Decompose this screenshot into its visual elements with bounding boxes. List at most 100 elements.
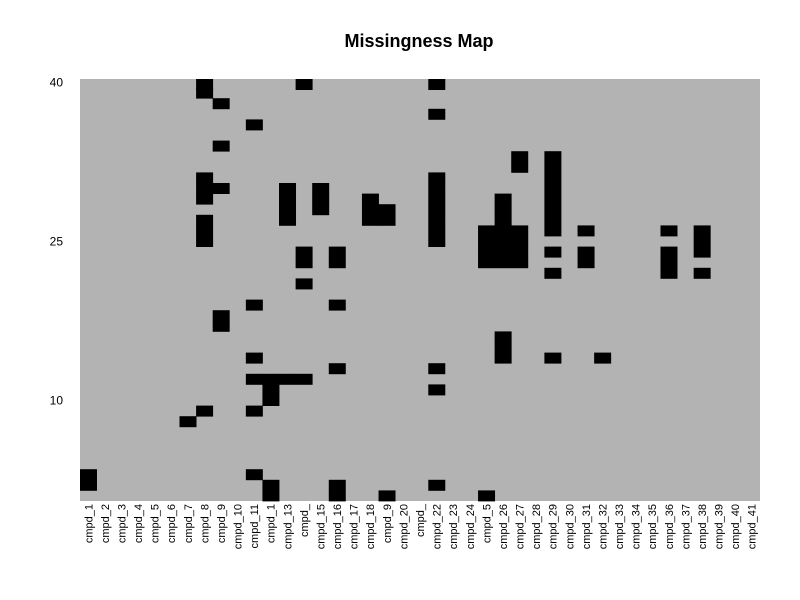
missing-cell: [212, 320, 230, 332]
missing-cell: [544, 214, 562, 226]
missing-cell: [511, 257, 529, 269]
x-tick-label: cmpd_1: [266, 504, 278, 543]
missing-cell: [295, 373, 313, 385]
missing-cell: [511, 151, 529, 163]
missing-cell: [544, 151, 562, 163]
missing-cell: [544, 161, 562, 173]
x-tick-label: cmpd_16: [332, 504, 344, 549]
missing-cell: [544, 193, 562, 205]
x-tick-label: cmpd_22: [432, 504, 444, 549]
x-tick-label: cmpd_36: [664, 504, 676, 549]
x-tick-label: cmpd_5: [481, 504, 493, 543]
missing-cell: [80, 479, 97, 491]
missing-cell: [295, 246, 313, 258]
missing-cell: [80, 469, 97, 481]
missing-cell: [428, 183, 446, 194]
x-tick-label: cmpd_13: [282, 504, 294, 549]
x-tick-label: cmpd_3: [116, 504, 128, 543]
missing-cell: [212, 140, 230, 152]
missing-cell: [295, 257, 313, 269]
missing-cell: [494, 352, 512, 364]
missing-cell: [544, 172, 562, 184]
missing-cell: [378, 204, 396, 216]
missing-cell: [328, 479, 346, 491]
missing-cell: [378, 214, 396, 226]
missing-cell: [494, 342, 512, 353]
missing-cell: [544, 352, 562, 364]
missing-cell: [212, 183, 230, 194]
x-tick-label: cmpd_34: [631, 504, 643, 549]
x-tick-label: cmpd_23: [448, 504, 460, 549]
missing-cell: [511, 161, 529, 173]
missing-cell: [262, 479, 280, 491]
missing-cell: [494, 214, 512, 226]
missing-cell: [245, 352, 263, 364]
x-tick-labels: cmpd_1 cmpd_2 cmpd_3 cmpd_4 cmpd_5 cmpd_6 cmpd…: [83, 503, 758, 549]
x-tick-label: cmpd_7: [183, 504, 195, 543]
x-tick-label: cmpd_37: [680, 504, 692, 549]
missing-cell: [279, 183, 297, 194]
x-tick-label: cmpd_38: [697, 504, 709, 549]
chart-title: Missingness Map: [344, 31, 493, 51]
missing-cell: [245, 405, 263, 417]
x-tick-label: cmpd_9: [216, 504, 228, 543]
missing-cell: [511, 246, 529, 258]
x-tick-label: cmpd_40: [730, 504, 742, 549]
missing-cell: [428, 108, 446, 120]
missing-cell: [262, 395, 280, 406]
x-tick-label: cmpd_29: [548, 504, 560, 549]
missing-cell: [693, 236, 711, 247]
missing-cell: [660, 225, 678, 237]
missing-cell: [577, 225, 595, 237]
missing-cell: [577, 246, 595, 258]
missing-cell: [196, 87, 214, 99]
missing-cell: [196, 405, 214, 417]
y-tick-label: 40: [50, 75, 64, 89]
missing-cell: [196, 193, 214, 205]
x-tick-label: cmpd_4: [133, 504, 145, 543]
x-tick-label: cmpd_10: [233, 504, 245, 549]
missing-cell: [295, 79, 313, 90]
missing-cell: [494, 236, 512, 247]
missing-cell: [312, 193, 330, 205]
missing-cell: [262, 384, 280, 396]
missing-cell: [511, 236, 529, 247]
x-tick-label: cmpd_1: [83, 504, 95, 543]
missing-cell: [428, 236, 446, 247]
x-tick-label: cmpd_39: [714, 504, 726, 549]
missing-cell: [262, 373, 280, 385]
y-tick-label: 10: [50, 393, 64, 407]
missing-cell: [428, 204, 446, 216]
missing-cell: [196, 214, 214, 226]
missing-cell: [494, 193, 512, 205]
missing-cell: [328, 246, 346, 258]
missing-cell: [295, 278, 313, 290]
missing-cell: [212, 310, 230, 322]
missing-cell: [279, 373, 297, 385]
missing-cell: [428, 193, 446, 205]
missing-cells-layer: [80, 79, 711, 502]
x-tick-label: cmpd_32: [597, 504, 609, 549]
missing-cell: [494, 246, 512, 258]
x-tick-label: cmpd_35: [647, 504, 659, 549]
x-tick-label: cmpd_9: [382, 504, 394, 543]
missing-cell: [245, 373, 263, 385]
missing-cell: [328, 363, 346, 375]
missing-cell: [245, 469, 263, 481]
x-tick-label: cmpd_41: [747, 504, 759, 549]
missing-cell: [494, 225, 512, 237]
missing-cell: [594, 352, 612, 364]
missing-cell: [428, 225, 446, 237]
x-tick-label: cmpd_: [415, 503, 427, 537]
missing-cell: [660, 246, 678, 258]
x-tick-label: cmpd_20: [398, 504, 410, 549]
x-tick-label: cmpd_28: [531, 504, 543, 549]
missing-cell: [494, 257, 512, 269]
missing-cell: [312, 183, 330, 194]
x-tick-label: cmpd_26: [498, 504, 510, 549]
missing-cell: [478, 490, 496, 502]
missing-cell: [478, 225, 496, 237]
missing-cell: [361, 193, 379, 205]
x-tick-label: cmpd_17: [349, 504, 361, 549]
